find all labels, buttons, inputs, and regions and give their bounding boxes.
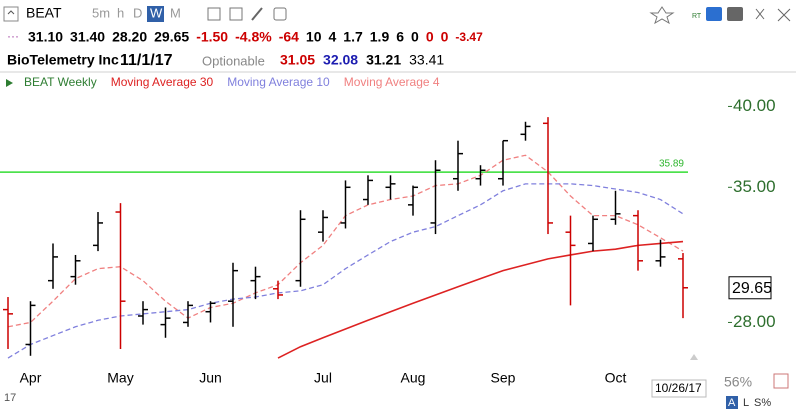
quote-value: 29.65 — [154, 29, 189, 45]
zoom: 56% — [724, 374, 752, 390]
legend-arrow — [6, 79, 13, 87]
quote-value: 4 — [329, 29, 337, 45]
legend-entry[interactable]: BEAT Weekly — [24, 75, 97, 89]
interval-active-bg — [147, 6, 164, 22]
quote-value: 6 — [396, 29, 404, 45]
t-button[interactable] — [727, 7, 743, 21]
quote-value: 10 — [306, 29, 322, 45]
quote-value: -64 — [279, 29, 299, 45]
interval-button[interactable]: 5m — [92, 5, 110, 20]
info-value: 33.41 — [409, 52, 444, 68]
moving-average-line — [277, 240, 684, 359]
s-button[interactable] — [706, 7, 722, 21]
quote-value: 31.10 — [28, 29, 63, 45]
star-icon[interactable] — [649, 6, 675, 25]
x-tick-label: Jun — [199, 370, 222, 386]
plus-icon[interactable] — [229, 7, 243, 21]
expand-icon[interactable] — [755, 8, 765, 20]
symbol[interactable]: BEAT — [26, 5, 62, 21]
x-tick-label: Sep — [491, 370, 516, 386]
info-value: 31.21 — [366, 52, 401, 68]
interval-button[interactable]: D — [133, 5, 142, 20]
x-tick-label: Jul — [314, 370, 332, 386]
quote-value: 0 — [426, 29, 434, 45]
footer-button[interactable]: S% — [754, 397, 771, 409]
y-tick-label: 40.00 — [733, 96, 776, 115]
y-tick-label: 28.00 — [733, 312, 776, 331]
info-value: 31.05 — [280, 52, 315, 68]
y-tick-label: 35.00 — [733, 177, 776, 196]
symbol-icon-glyph — [7, 10, 15, 15]
grid-icon[interactable] — [207, 7, 221, 21]
last-date: 10/26/17 — [655, 381, 702, 395]
x-tick-label: Aug — [401, 370, 426, 386]
legend-entry[interactable]: Moving Average 4 — [344, 75, 440, 89]
quote-value: 0 — [441, 29, 449, 45]
quote-value: 28.20 — [112, 29, 147, 45]
last-price-box — [728, 276, 772, 300]
quote-value: -3.47 — [455, 30, 483, 44]
optionable: Optionable — [202, 53, 265, 68]
button-bg — [726, 396, 738, 409]
quote-value: 0 — [411, 29, 419, 45]
level-label: 35.89 — [659, 159, 684, 170]
symbol-icon[interactable] — [3, 6, 19, 22]
interval-button[interactable]: h — [117, 5, 124, 20]
legend-entry[interactable]: Moving Average 10 — [227, 75, 330, 89]
interval-button[interactable]: W — [150, 5, 163, 20]
rt-label: RT — [692, 13, 702, 20]
last-date-box — [651, 379, 707, 398]
close-icon[interactable] — [777, 8, 791, 22]
last-price: 29.65 — [732, 280, 772, 297]
quote-value: 1.7 — [343, 29, 363, 45]
quote-value: 31.40 — [70, 29, 105, 45]
interval-button[interactable]: M — [170, 5, 181, 20]
x-tick-label: May — [107, 370, 133, 386]
info-date: 11/1/17 — [120, 52, 173, 69]
quote-value: 1.9 — [370, 29, 390, 45]
year-label: 17 — [4, 392, 16, 404]
scroll-arrow[interactable] — [690, 354, 698, 360]
quote-value: -1.50 — [196, 29, 228, 45]
quote-dots: ··· — [7, 29, 19, 43]
pencil-icon[interactable] — [251, 7, 263, 21]
legend-entry[interactable]: Moving Average 30 — [111, 75, 214, 89]
company-name: BioTelemetry Inc — [7, 52, 119, 68]
note-icon[interactable] — [273, 7, 287, 21]
quote-value: -4.8% — [235, 29, 272, 45]
x-tick-label: Apr — [20, 370, 42, 386]
info-value: 32.08 — [323, 52, 358, 68]
footer-button[interactable]: L — [743, 397, 749, 409]
x-tick-label: Oct — [605, 370, 627, 386]
footer-button[interactable]: A — [728, 397, 736, 409]
edit-icon[interactable] — [773, 373, 789, 389]
